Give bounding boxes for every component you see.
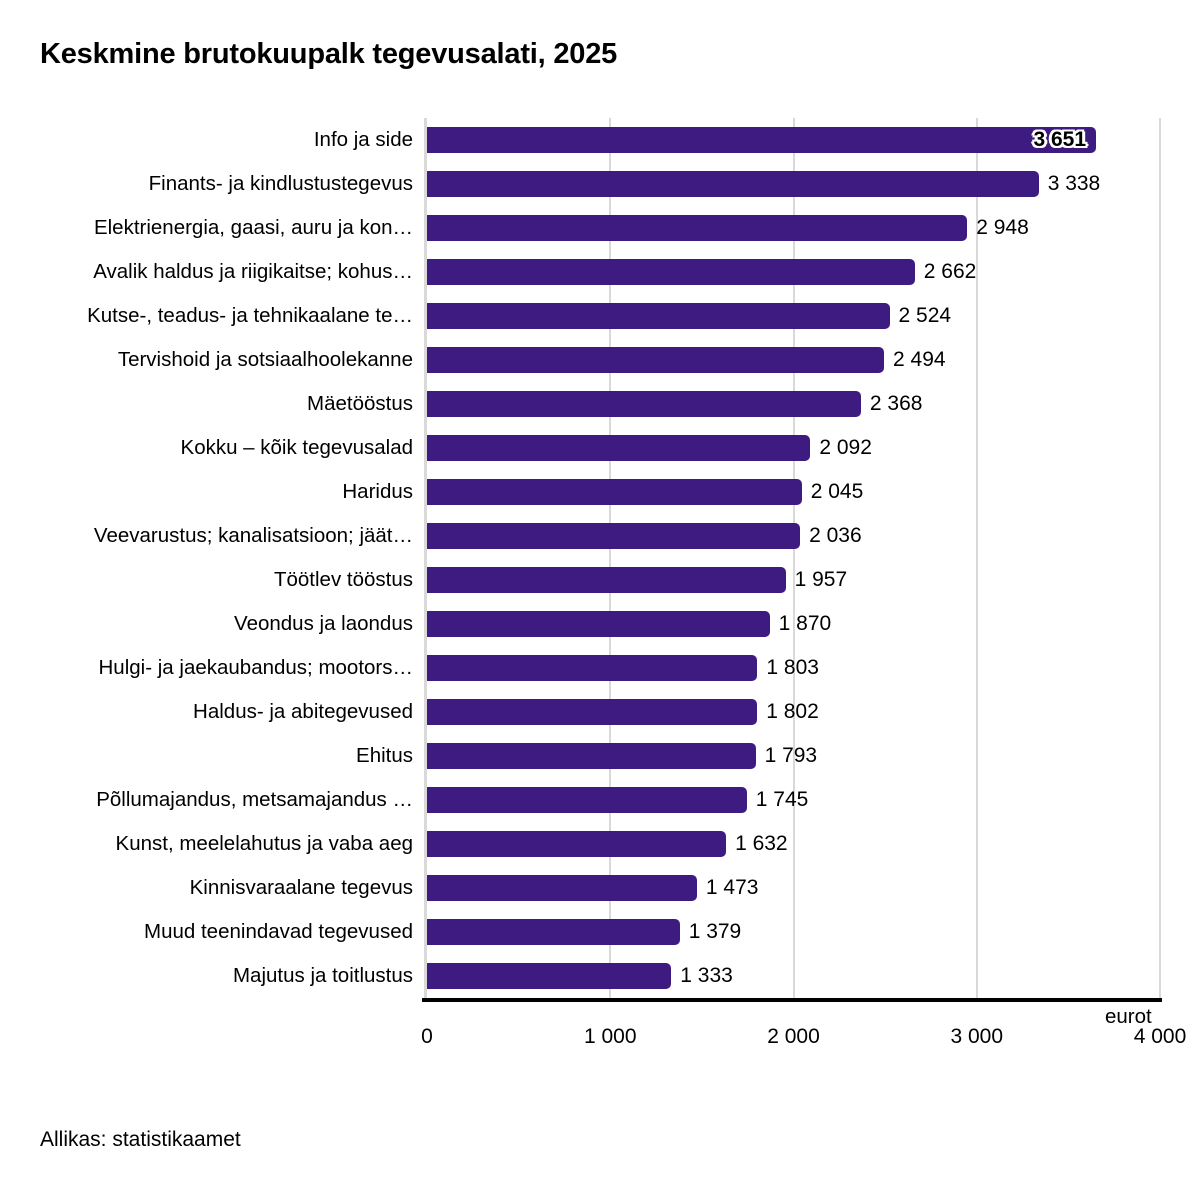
y-axis-line [424, 118, 427, 998]
source-note: Allikas: statistikaamet [40, 1128, 241, 1151]
bar-row[interactable]: Tervishoid ja sotsiaalhoolekanne 2 494 [118, 338, 1187, 382]
value-label: 2 036 [809, 524, 862, 547]
category-label: Haridus [342, 480, 413, 503]
category-label: Kinnisvaraalane tegevus [189, 876, 413, 899]
bar-row[interactable]: Majutus ja toitlustus 1 333 [233, 954, 1187, 998]
category-label: Avalik haldus ja riigikaitse; kohus… [93, 260, 413, 283]
bar-row[interactable]: Haridus 2 045 [342, 470, 1187, 514]
bar[interactable] [427, 875, 697, 901]
gridline-3000 [975, 118, 978, 998]
bar-row[interactable]: Kunst, meelelahutus ja vaba aeg 1 632 [116, 822, 1187, 866]
bar[interactable] [427, 831, 727, 857]
bar[interactable] [427, 611, 770, 637]
x-tick-label: 3 000 [950, 1025, 1004, 1048]
bar-row[interactable]: Muud teenindavad tegevused 1 379 [144, 910, 1187, 954]
bar-row[interactable]: Mäetööstus 2 368 [307, 382, 1187, 426]
bar[interactable] [427, 435, 811, 461]
category-label: Finants- ja kindlustustegevus [148, 172, 413, 195]
bar[interactable] [427, 787, 747, 813]
category-label: Kokku – kõik tegevusalad [180, 436, 413, 459]
value-label: 1 333 [680, 964, 733, 987]
bar[interactable] [427, 347, 885, 373]
bar-row[interactable]: Kutse-, teadus- ja tehnikaalane te… 2 524 [87, 294, 1187, 338]
bar[interactable] [427, 215, 968, 241]
bar-row[interactable]: Põllumajandus, metsamajandus … 1 745 [96, 778, 1187, 822]
gridline-1000 [609, 118, 612, 998]
bar-row[interactable]: Veondus ja laondus 1 870 [234, 602, 1187, 646]
bar[interactable] [427, 523, 801, 549]
category-label: Majutus ja toitlustus [232, 964, 413, 987]
x-axis-line [422, 998, 1162, 1002]
bar[interactable] [427, 259, 915, 285]
category-label: Mäetööstus [307, 392, 413, 415]
category-label: Töötlev tööstus [273, 568, 413, 591]
value-label: 1 793 [764, 744, 818, 767]
value-label: 3 651 [1033, 128, 1087, 151]
category-label: Kunst, meelelahutus ja vaba aeg [115, 832, 413, 855]
category-label: Elektrienergia, gaasi, auru ja kon… [93, 216, 413, 239]
bar-row[interactable]: Avalik haldus ja riigikaitse; kohus… 2 66… [93, 250, 1187, 294]
bar[interactable] [427, 743, 756, 769]
category-label: Veondus ja laondus [234, 612, 413, 635]
value-label: 1 473 [705, 876, 759, 899]
bar-row[interactable]: Kinnisvaraalane tegevus 1 473 [190, 866, 1187, 910]
bar-row[interactable]: Info ja side 3 651 [314, 118, 1187, 162]
category-label: Haldus- ja abitegevused [193, 700, 413, 723]
value-label: 2 045 [810, 480, 864, 503]
value-label: 1 802 [766, 700, 819, 723]
x-tick-label: 1 000 [583, 1025, 637, 1048]
x-tick-label: 2 000 [767, 1025, 820, 1048]
bar[interactable] [427, 303, 890, 329]
value-label: 2 948 [976, 216, 1029, 239]
bar-row[interactable]: Töötlev tööstus 1 957 [274, 558, 1187, 602]
bar[interactable] [427, 479, 802, 505]
value-label: 2 524 [898, 304, 952, 327]
bar-row[interactable]: Veevarustus; kanalisatsioon; jäät… 2 036 [94, 514, 1187, 558]
value-label: 1 632 [735, 832, 788, 855]
bar[interactable] [427, 963, 672, 989]
category-label: Põllumajandus, metsamajandus … [96, 788, 413, 811]
gridline-4000 [1159, 118, 1161, 998]
bar[interactable] [427, 699, 758, 725]
chart-title: Keskmine brutokuupalk tegevusalati, 2025 [40, 38, 618, 70]
gridline-2000 [792, 118, 795, 998]
bar[interactable] [427, 127, 1097, 153]
value-label: 1 379 [688, 920, 742, 943]
value-label: 2 368 [869, 392, 923, 415]
value-label: 1 745 [755, 788, 809, 811]
bar[interactable] [427, 567, 786, 593]
bar-row[interactable]: Haldus- ja abitegevused 1 802 [193, 690, 1187, 734]
category-label: Tervishoid ja sotsiaalhoolekanne [117, 348, 413, 371]
bar[interactable] [427, 391, 861, 417]
bar[interactable] [427, 919, 680, 945]
bar-row[interactable]: Kokku – kõik tegevusalad 2 092 [181, 426, 1187, 470]
category-label: Veevarustus; kanalisatsioon; jäät… [93, 524, 413, 547]
bar[interactable] [427, 655, 758, 681]
bar[interactable] [427, 171, 1039, 197]
category-label: Muud teenindavad tegevused [144, 920, 413, 943]
value-label: 2 092 [819, 436, 872, 459]
bar-row[interactable]: Finants- ja kindlustustegevus 3 338 [149, 162, 1187, 206]
bar-row[interactable]: Elektrienergia, gaasi, auru ja kon… 2 948 [94, 206, 1187, 250]
x-tick-label: 4 000 [1133, 1025, 1187, 1048]
value-label: 1 957 [794, 568, 848, 591]
value-label: 3 338 [1047, 172, 1101, 195]
value-label: 2 494 [893, 348, 946, 371]
category-label: Hulgi- ja jaekaubandus; mootors… [98, 656, 414, 679]
bar-row[interactable]: Hulgi- ja jaekaubandus; mootors… 1 803 [99, 646, 1187, 690]
category-label: Ehitus [356, 744, 413, 767]
category-label: Info ja side [313, 128, 413, 151]
x-axis-unit-label: eurot [1105, 1005, 1152, 1028]
x-tick-label: 0 [421, 1025, 433, 1048]
bar-row[interactable]: Ehitus 1 793 [356, 734, 1187, 778]
value-label: 1 870 [778, 612, 832, 635]
value-label: 1 803 [766, 656, 819, 679]
category-label: Kutse-, teadus- ja tehnikaalane te… [87, 304, 413, 327]
value-label: 2 662 [923, 260, 977, 283]
plot-area: Info ja side 3 651 Finants- ja kindlustust… [87, 118, 1162, 1002]
